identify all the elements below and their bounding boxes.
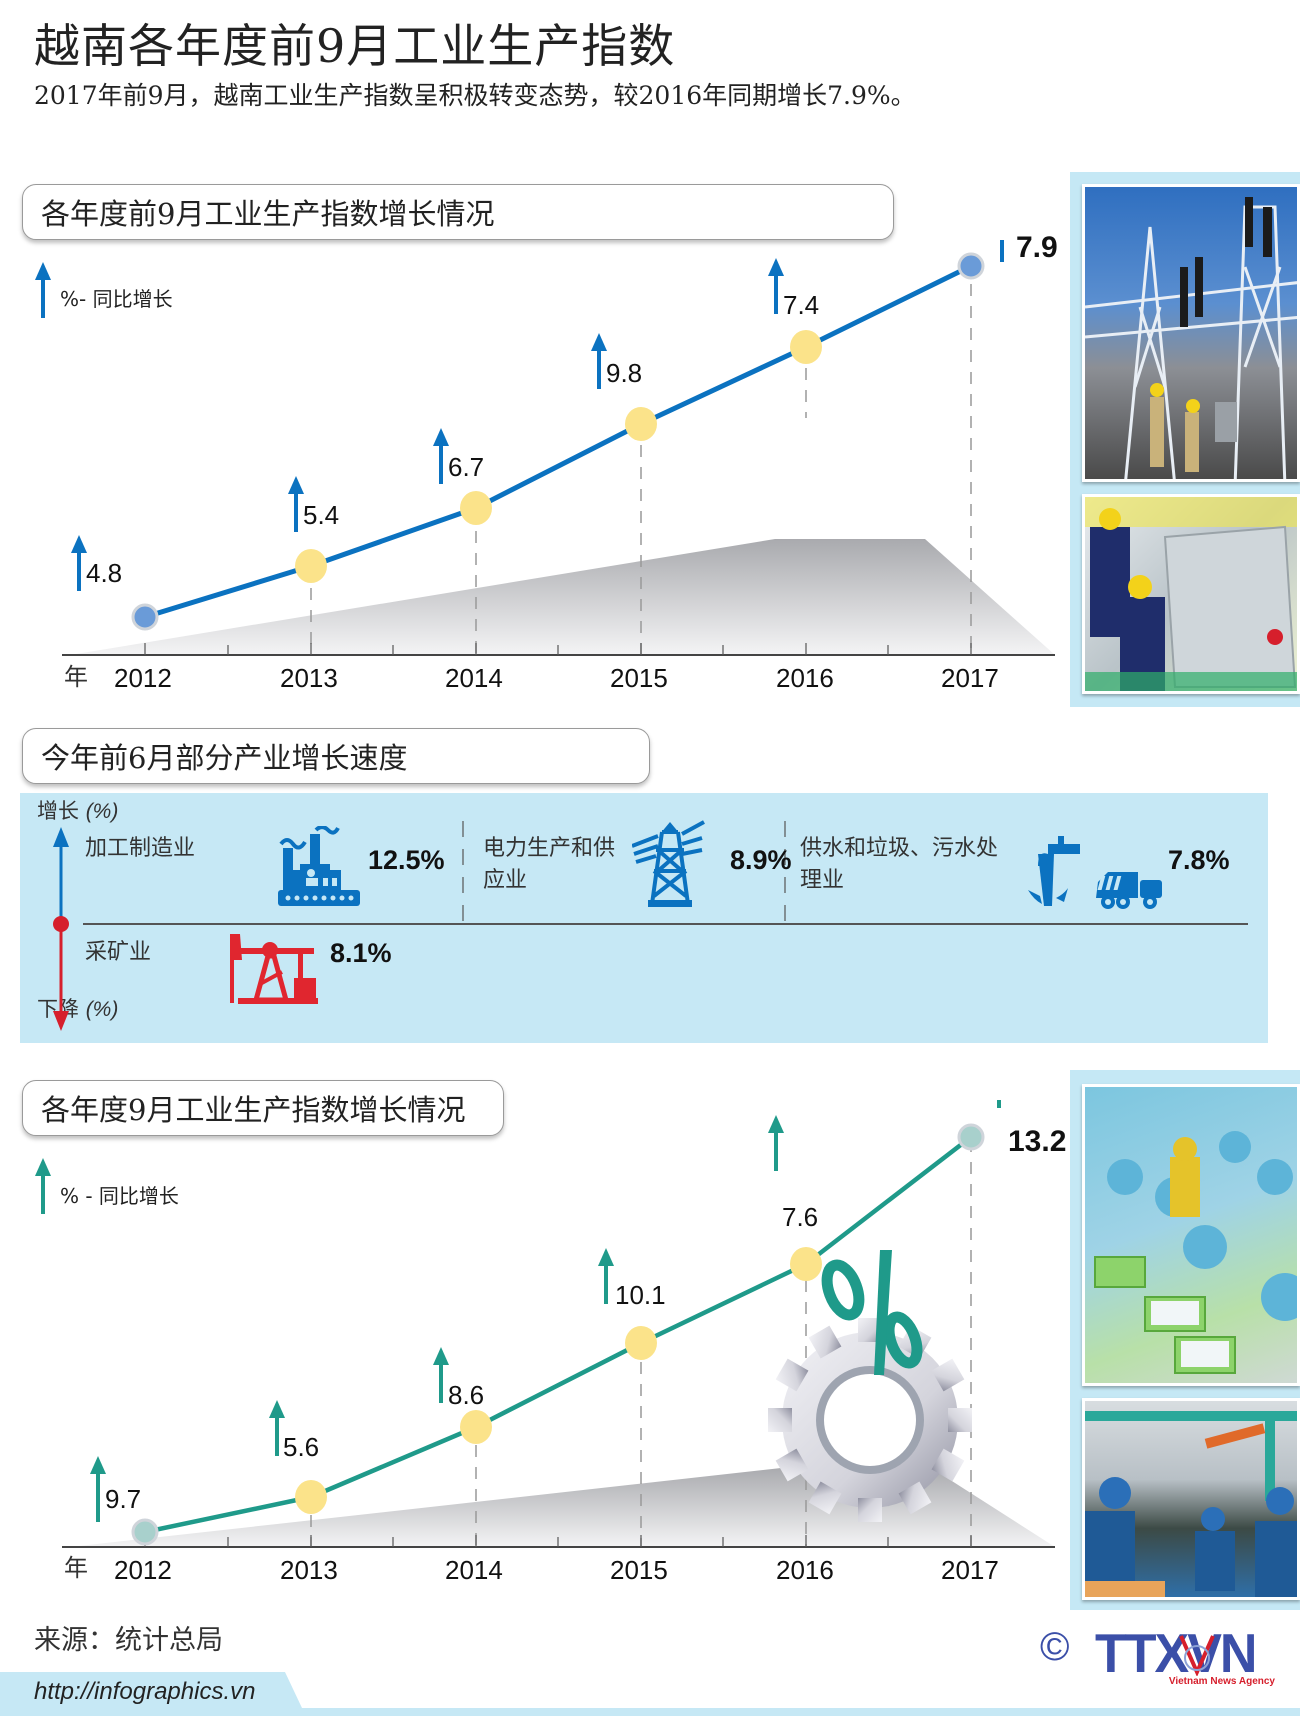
chart1-label-2015: 9.8 — [606, 358, 643, 388]
chart2-label-2014: 8.6 — [448, 1380, 485, 1410]
photo-seafood-processing — [1082, 1084, 1300, 1386]
chart2-year: 2017 — [941, 1555, 999, 1585]
chart1-point-2014 — [460, 491, 492, 525]
industry-power-label-line1: 电力生产和供 — [483, 836, 616, 861]
industry-water-value: 7.8% — [1168, 845, 1230, 875]
chart2-label-2013: 5.6 — [283, 1432, 320, 1462]
chart2-label-2016: 7.6 — [782, 1202, 819, 1232]
website-link[interactable]: http://infographics.vn — [34, 1678, 256, 1705]
industry-power-label: 电力生产和供 应业 — [483, 833, 615, 897]
page-title: 越南各年度前9月工业生产指数 — [34, 19, 676, 73]
chart1-point-2013 — [295, 549, 327, 583]
industry-water-label-line2: 理业 — [800, 868, 845, 893]
factory-workers-illustration — [1085, 497, 1297, 691]
industry-water-label: 供水和垃圾、污水处 理业 — [800, 833, 998, 897]
chart1-axis-unit: 年 — [64, 663, 88, 691]
chart2-axis-unit: 年 — [64, 1554, 88, 1582]
chart2-year: 2015 — [610, 1555, 668, 1585]
chart1-label-2016: 7.4 — [783, 290, 820, 320]
industry-power-label-line2: 应业 — [483, 868, 528, 893]
chart1-label-2014: 6.7 — [448, 452, 485, 482]
chart1-shadow-wedge — [70, 539, 1055, 655]
logo-text: TTXVN — [1095, 1623, 1257, 1685]
chart1-point-2016 — [790, 330, 822, 364]
copyright-icon: © — [1040, 1625, 1070, 1669]
industry-power-value: 8.9% — [730, 845, 792, 875]
chart1-label-2017: 7.9 — [1016, 231, 1058, 264]
logo-globe-icon — [1179, 1635, 1215, 1676]
chart1-year: 2014 — [445, 663, 503, 693]
industries-axis — [53, 821, 1248, 1031]
chart2-label-2015: 10.1 — [615, 1280, 666, 1310]
chart2-shadow-wedge — [70, 1467, 1055, 1547]
chart2-point-2017 — [957, 1123, 985, 1151]
axis-up-unit: (%) — [85, 800, 119, 823]
chart1-section-title: 各年度前9月工业生产指数增长情况 — [22, 184, 894, 240]
chart2-legend-arrow-icon — [35, 1158, 51, 1214]
chart1-year: 2017 — [941, 663, 999, 693]
industry-manufacturing-value: 12.5% — [368, 845, 445, 875]
chart2-plot — [62, 1100, 1055, 1548]
chart1-year: 2016 — [776, 663, 834, 693]
chart1-plot — [62, 240, 1055, 656]
chart2-point-2016 — [790, 1247, 822, 1281]
ttxvn-logo: TTXVN Vietnam News Agency — [1095, 1623, 1275, 1687]
axis-up-text: 增长 — [37, 799, 79, 823]
seafood-workers-illustration — [1094, 1131, 1297, 1374]
chart2-point-2015 — [625, 1326, 657, 1360]
chart2-label-2012: 9.7 — [105, 1484, 142, 1514]
photo-auto-factory — [1082, 494, 1300, 694]
photo-sorting-line — [1082, 1398, 1300, 1600]
chart2-point-2012 — [131, 1518, 159, 1546]
chart2-section-title: 各年度9月工业生产指数增长情况 — [22, 1080, 504, 1136]
chart1-legend-arrow-icon — [35, 262, 51, 318]
sorting-workers-illustration — [1085, 1411, 1297, 1597]
photo-panel-top — [1070, 172, 1300, 707]
axis-down-unit: (%) — [85, 998, 119, 1021]
chart2-legend: % - 同比增长 — [60, 1184, 179, 1208]
page-subtitle: 2017年前9月，越南工业生产指数呈积极转变态势，较2016年同期增长7.9%。 — [34, 81, 916, 110]
industry-manufacturing-label: 加工制造业 — [85, 836, 196, 861]
water-tap-truck-icon — [1028, 836, 1162, 909]
axis-down-label: 下降 (%) — [37, 993, 118, 1023]
logo-subtitle: Vietnam News Agency — [1168, 1676, 1275, 1687]
chart2-year: 2013 — [280, 1555, 338, 1585]
chart2-label-2017: 13.2 — [1008, 1125, 1067, 1158]
industries-section-title: 今年前6月部分产业增长速度 — [22, 728, 650, 784]
chart2-point-2014 — [460, 1410, 492, 1444]
factory-icon — [278, 826, 360, 906]
chart2-year: 2014 — [445, 1555, 503, 1585]
chart1-point-2012 — [131, 603, 159, 631]
chart1-label-2012: 4.8 — [86, 558, 123, 588]
photo-panel-bottom — [1070, 1070, 1300, 1610]
industry-mining-label: 采矿业 — [85, 940, 152, 965]
chart2-point-2013 — [295, 1480, 327, 1514]
photo-power-substation — [1082, 184, 1300, 482]
axis-up-label: 增长 (%) — [37, 795, 118, 825]
chart1-year: 2015 — [610, 663, 668, 693]
oil-pump-icon — [230, 934, 318, 1004]
chart2-year: 2012 — [114, 1555, 172, 1585]
power-tower-icon — [632, 820, 705, 907]
industries-band — [20, 793, 1268, 1043]
industry-water-label-line1: 供水和垃圾、污水处 — [800, 836, 999, 861]
source-note: 来源：统计总局 — [34, 1625, 223, 1656]
chart1-year: 2013 — [280, 663, 338, 693]
gear-percent-icon — [768, 1250, 972, 1522]
chart1-point-2017 — [957, 252, 985, 280]
url-tab-background — [0, 1672, 1300, 1716]
chart1-year: 2012 — [114, 663, 172, 693]
industry-mining-value: 8.1% — [330, 938, 392, 968]
chart1-legend: %- 同比增长 — [60, 287, 173, 311]
chart1-point-2015 — [625, 407, 657, 441]
chart1-label-2013: 5.4 — [303, 500, 340, 530]
substation-illustration — [1085, 197, 1297, 479]
chart2-year: 2016 — [776, 1555, 834, 1585]
